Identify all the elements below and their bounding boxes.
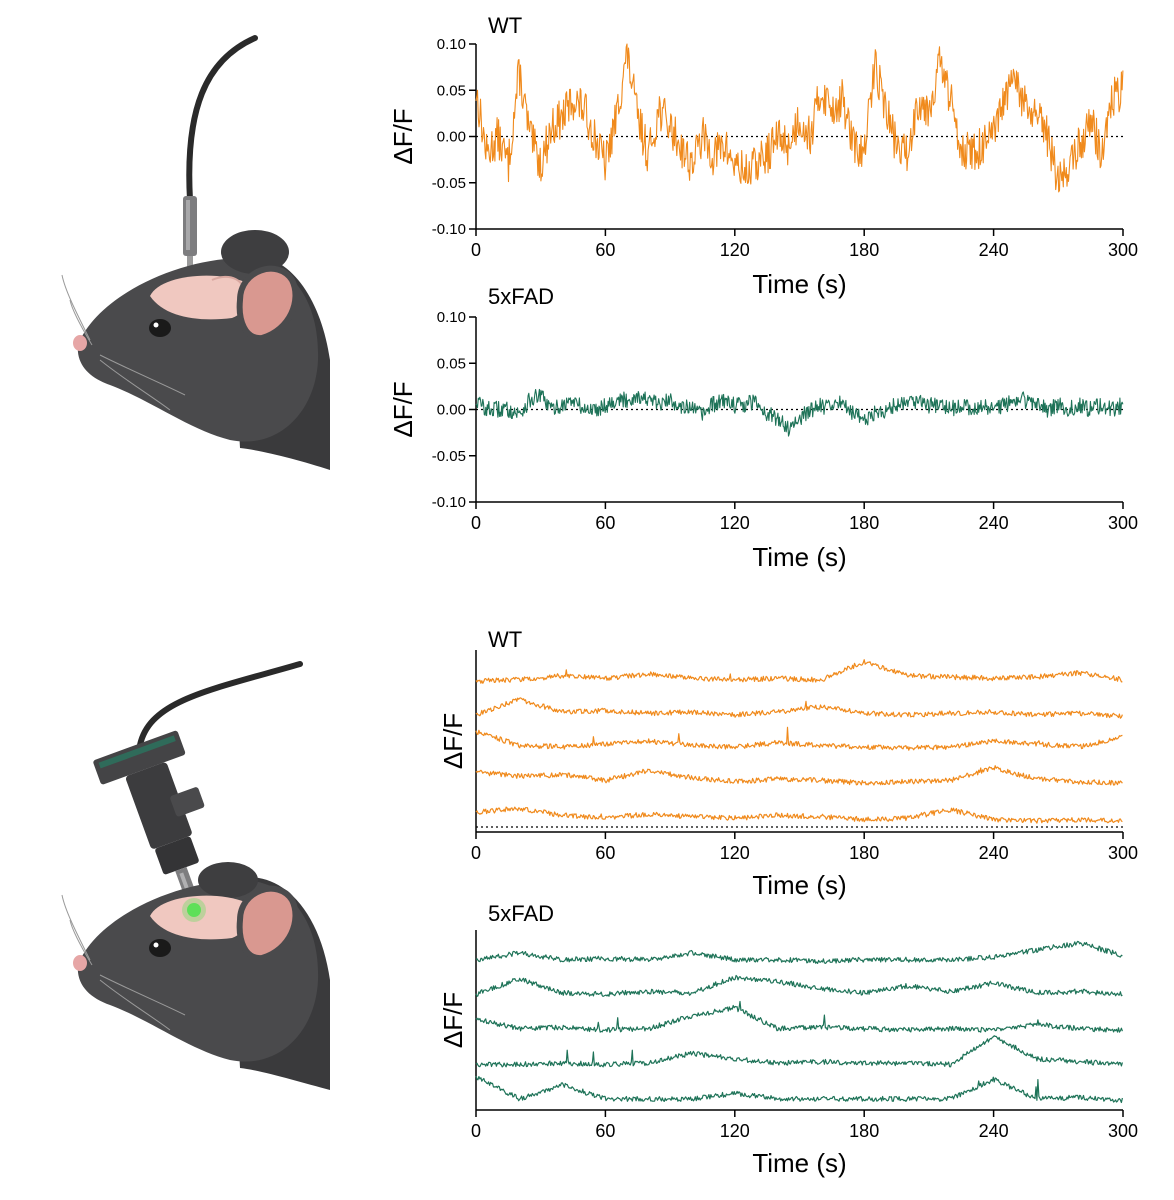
mouse-head-with-optic-fiber-icon: [61, 35, 330, 470]
y-tick-label: -0.10: [432, 494, 466, 511]
x-axis-label: Time (s): [752, 1148, 846, 1178]
series-line: [475, 388, 1124, 437]
fiber-photometry-mouse-illustration: [61, 35, 330, 470]
y-tick-label: 0.00: [437, 129, 466, 146]
x-tick-label: 60: [595, 240, 615, 260]
series-line: [475, 1075, 1123, 1104]
x-tick-label: 0: [471, 240, 481, 260]
x-tick-label: 240: [979, 240, 1009, 260]
wt-miniscope-chart: WT 0 60 120 180 240 300 Time (s) ΔF/F: [438, 627, 1138, 900]
y-axis-label: ΔF/F: [438, 992, 468, 1048]
x-tick-label: 300: [1108, 240, 1138, 260]
series-line: [475, 43, 1124, 193]
x-tick-label: 240: [979, 843, 1009, 863]
y-tick-label: 0.05: [437, 355, 466, 372]
wt-photometry-chart: WT 0 60 120 180 240 300 Time (s) ΔF/F -0.10 -0.05 0…: [388, 13, 1138, 299]
y-tick-label: 0.10: [437, 309, 466, 326]
series-line: [475, 1000, 1123, 1033]
chart-title: 5xFAD: [488, 284, 554, 309]
x-tick-label: 60: [595, 1121, 615, 1141]
mouse-head-with-miniscope-icon: [61, 661, 330, 1090]
x-tick-label: 0: [471, 513, 481, 533]
x-tick-label: 300: [1108, 513, 1138, 533]
chart-title: 5xFAD: [488, 901, 554, 926]
x-tick-label: 240: [979, 1121, 1009, 1141]
x-tick-label: 60: [595, 513, 615, 533]
series-line: [475, 806, 1123, 824]
x-tick-label: 0: [471, 843, 481, 863]
x-tick-label: 0: [471, 1121, 481, 1141]
x-tick-label: 120: [720, 843, 750, 863]
y-tick-label: 0.05: [437, 82, 466, 99]
series-line: [475, 974, 1123, 998]
x-tick-label: 300: [1108, 1121, 1138, 1141]
y-tick-label: 0.10: [437, 36, 466, 53]
y-axis-label: ΔF/F: [388, 381, 418, 437]
x-tick-label: 180: [849, 513, 879, 533]
fad-miniscope-chart: 5xFAD 0 60 120 180 240 300 Time (s) ΔF/F: [438, 901, 1138, 1178]
x-axis-label: Time (s): [752, 870, 846, 900]
fad-photometry-chart: 5xFAD 0 60 120 180 240 300 Time (s) ΔF/F -0.10 -0.…: [388, 284, 1138, 572]
x-tick-label: 180: [849, 1121, 879, 1141]
y-tick-label: 0.00: [437, 402, 466, 419]
x-tick-label: 300: [1108, 843, 1138, 863]
x-tick-label: 180: [849, 843, 879, 863]
x-tick-label: 60: [595, 843, 615, 863]
x-tick-label: 180: [849, 240, 879, 260]
x-axis-label: Time (s): [752, 269, 846, 299]
y-tick-label: -0.05: [432, 175, 466, 192]
chart-title: WT: [488, 13, 522, 38]
series-line: [475, 765, 1123, 786]
y-axis-label: ΔF/F: [438, 713, 468, 769]
series-line: [475, 697, 1123, 719]
series-line: [475, 940, 1123, 965]
x-tick-label: 120: [720, 1121, 750, 1141]
chart-title: WT: [488, 627, 522, 652]
series-line: [475, 659, 1123, 684]
y-axis-label: ΔF/F: [388, 108, 418, 164]
y-tick-label: -0.05: [432, 448, 466, 465]
miniscope-mouse-illustration: [61, 661, 330, 1090]
x-tick-label: 120: [720, 240, 750, 260]
y-tick-label: -0.10: [432, 221, 466, 238]
x-tick-label: 240: [979, 513, 1009, 533]
x-axis-label: Time (s): [752, 542, 846, 572]
series-line: [475, 726, 1123, 751]
series-line: [475, 1035, 1123, 1068]
x-tick-label: 120: [720, 513, 750, 533]
